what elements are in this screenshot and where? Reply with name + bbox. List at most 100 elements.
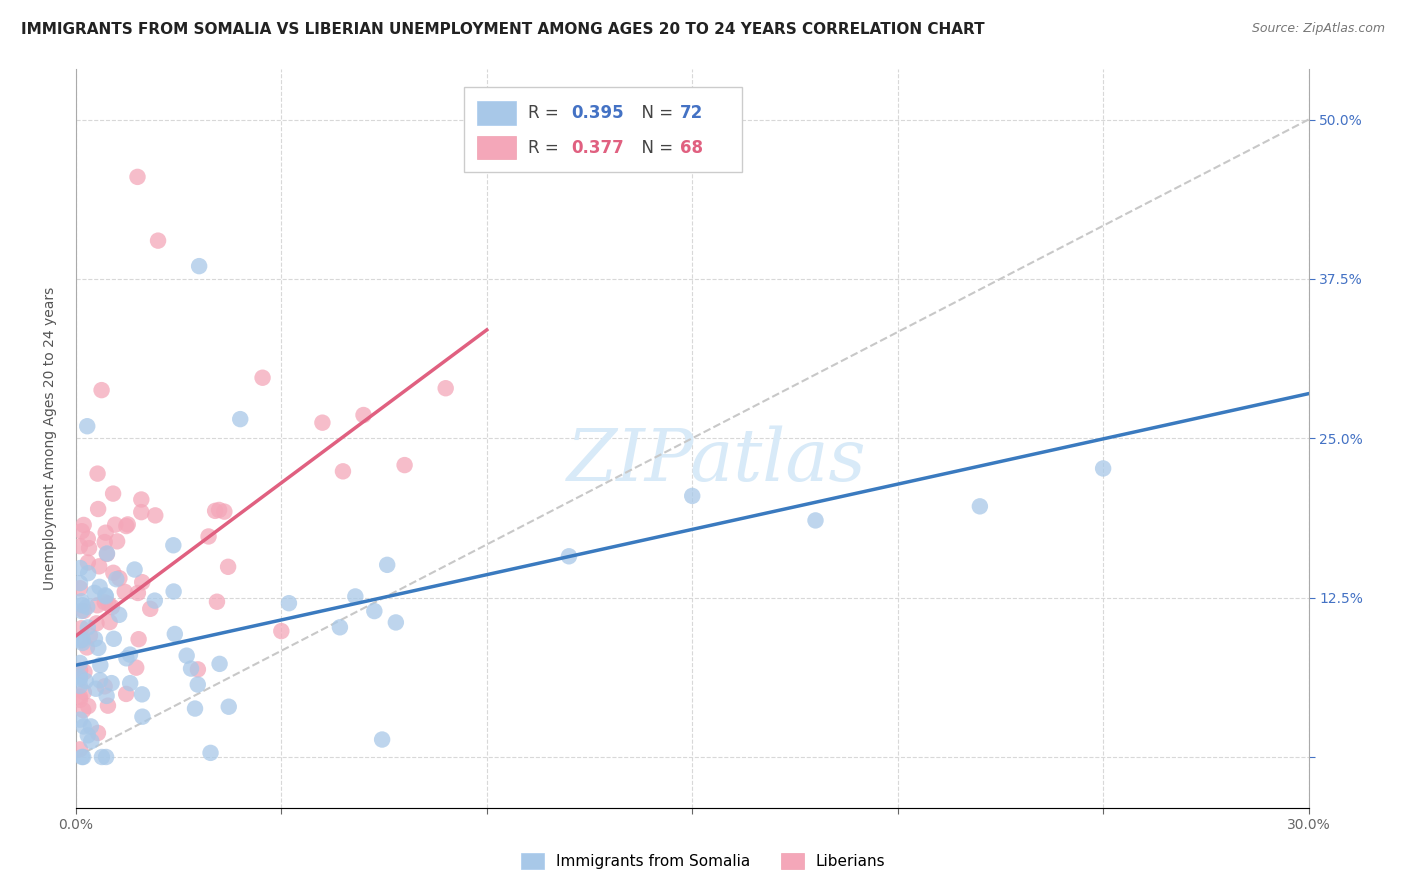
Point bbox=[176, 648, 198, 663]
Point bbox=[94, 590, 117, 604]
Point bbox=[332, 464, 354, 478]
Point bbox=[115, 651, 138, 665]
Point bbox=[434, 381, 457, 395]
Point bbox=[229, 412, 252, 426]
Point bbox=[89, 658, 111, 673]
Point bbox=[69, 693, 91, 707]
Text: Source: ZipAtlas.com: Source: ZipAtlas.com bbox=[1251, 22, 1385, 36]
Point bbox=[103, 632, 125, 646]
Point bbox=[70, 750, 93, 764]
Point bbox=[804, 513, 827, 527]
Point bbox=[97, 597, 120, 611]
Point bbox=[163, 627, 186, 641]
Point bbox=[79, 629, 101, 643]
Point bbox=[77, 699, 100, 714]
FancyBboxPatch shape bbox=[464, 87, 741, 172]
Point bbox=[93, 535, 115, 549]
Point bbox=[76, 728, 98, 742]
Point bbox=[187, 677, 209, 691]
Point bbox=[76, 556, 98, 570]
Point bbox=[80, 719, 103, 733]
Point bbox=[385, 615, 408, 630]
Point bbox=[89, 673, 111, 688]
Point bbox=[72, 636, 94, 650]
Point bbox=[969, 500, 991, 514]
Point bbox=[146, 234, 169, 248]
Point bbox=[69, 742, 91, 756]
Point bbox=[72, 598, 94, 612]
Point bbox=[115, 519, 138, 533]
Point bbox=[73, 685, 96, 699]
Point bbox=[87, 640, 110, 655]
Text: ZIPatlas: ZIPatlas bbox=[567, 425, 866, 496]
Point bbox=[180, 662, 202, 676]
Point bbox=[214, 505, 236, 519]
Point bbox=[69, 713, 91, 727]
Point bbox=[93, 595, 115, 609]
Point bbox=[96, 689, 118, 703]
Text: 68: 68 bbox=[681, 138, 703, 157]
Point bbox=[90, 383, 112, 397]
Point bbox=[69, 656, 91, 670]
Point bbox=[101, 486, 124, 500]
Point bbox=[131, 575, 153, 590]
Point bbox=[94, 588, 117, 602]
FancyBboxPatch shape bbox=[477, 101, 516, 125]
Point bbox=[72, 703, 94, 717]
Point bbox=[188, 259, 211, 273]
Point bbox=[70, 621, 93, 635]
Point bbox=[103, 566, 125, 580]
Point bbox=[162, 538, 184, 552]
FancyBboxPatch shape bbox=[477, 136, 516, 160]
Point bbox=[162, 584, 184, 599]
Point bbox=[94, 750, 117, 764]
Point bbox=[70, 524, 93, 539]
Text: IMMIGRANTS FROM SOMALIA VS LIBERIAN UNEMPLOYMENT AMONG AGES 20 TO 24 YEARS CORRE: IMMIGRANTS FROM SOMALIA VS LIBERIAN UNEM… bbox=[21, 22, 984, 37]
Point bbox=[108, 607, 131, 622]
Point bbox=[1092, 461, 1115, 475]
Text: 0.395: 0.395 bbox=[571, 103, 624, 122]
Point bbox=[187, 662, 209, 676]
Point bbox=[558, 549, 581, 564]
Point bbox=[127, 586, 149, 600]
Point bbox=[84, 632, 107, 646]
Point bbox=[96, 546, 118, 560]
Text: R =: R = bbox=[529, 103, 564, 122]
Point bbox=[104, 517, 127, 532]
Point bbox=[120, 676, 142, 690]
Point bbox=[371, 732, 394, 747]
Point bbox=[72, 632, 94, 647]
Point bbox=[93, 679, 115, 693]
Point bbox=[94, 525, 117, 540]
Point bbox=[70, 594, 93, 608]
Text: R =: R = bbox=[529, 138, 564, 157]
Text: N =: N = bbox=[631, 103, 678, 122]
Point bbox=[184, 701, 207, 715]
Point bbox=[76, 599, 98, 614]
Point bbox=[197, 529, 219, 543]
Point bbox=[70, 604, 93, 618]
Point bbox=[125, 661, 148, 675]
Point bbox=[69, 679, 91, 693]
Point bbox=[98, 615, 121, 629]
Point bbox=[69, 672, 91, 686]
Text: 0.377: 0.377 bbox=[571, 138, 624, 157]
Point bbox=[69, 690, 91, 704]
Text: 72: 72 bbox=[681, 103, 703, 122]
Point bbox=[363, 604, 385, 618]
Point bbox=[97, 698, 120, 713]
Point bbox=[344, 590, 367, 604]
Point bbox=[108, 571, 131, 585]
Point bbox=[69, 576, 91, 591]
Point bbox=[124, 562, 146, 576]
Point bbox=[139, 602, 162, 616]
Point bbox=[76, 620, 98, 634]
Point bbox=[205, 595, 228, 609]
Point bbox=[270, 624, 292, 638]
Point bbox=[69, 581, 91, 595]
Point bbox=[100, 676, 122, 690]
Point bbox=[69, 561, 91, 575]
Point bbox=[200, 746, 222, 760]
Point bbox=[127, 169, 149, 184]
Point bbox=[75, 673, 97, 688]
